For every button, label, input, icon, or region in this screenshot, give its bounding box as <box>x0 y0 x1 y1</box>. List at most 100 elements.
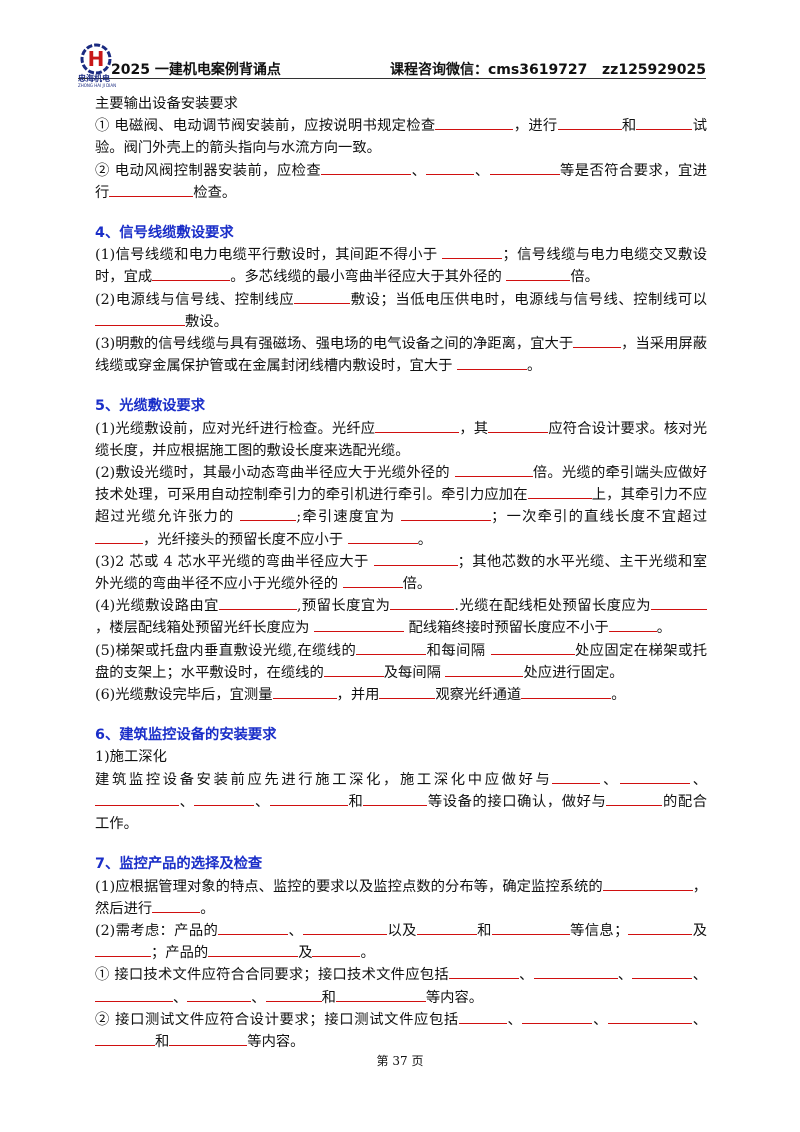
text: 的配合工作。 <box>95 793 708 833</box>
blank-line <box>552 769 601 784</box>
text: (6)光缆敷设完毕后，宜测量 <box>95 687 273 704</box>
blank-line <box>208 942 299 958</box>
blank-line <box>456 355 527 371</box>
blank-line <box>240 506 297 522</box>
blank-line <box>347 529 418 544</box>
text: 、 <box>173 989 188 1006</box>
paragraph: (1)光缆敷设前，应对光纤进行检查。光纤应 ，其 应符合设计要求。核对光缆长度，并应… <box>95 418 707 462</box>
blank-line <box>426 160 475 175</box>
blank-line <box>314 617 404 633</box>
blank-line <box>533 964 618 980</box>
blank-line <box>152 898 201 913</box>
text: ，并用 <box>336 687 380 704</box>
text: (1)光缆敷设前，应对光纤进行检查。光纤应 <box>95 420 376 437</box>
text: ，当采用屏蔽线缆或穿金属保护管或在金属封闭线槽内敷设时，宜大于 <box>95 336 708 375</box>
blank-line <box>442 244 503 260</box>
text: 等信息； <box>569 922 629 939</box>
contact-info: 课程咨询微信：cms3619727 zz125929025 <box>390 62 706 78</box>
text: 。 <box>360 945 375 962</box>
text: (1)信号线缆和电力电缆平行敷设时，其间距不得小于 <box>95 247 443 264</box>
section-heading: 5、光缆敷设要求 <box>95 398 206 415</box>
text: 等内容。 <box>247 1033 305 1050</box>
text: 、 <box>600 771 621 788</box>
blank-line <box>416 920 477 935</box>
blank-line <box>95 987 173 1002</box>
text: ① 接口技术文件应符合合同要求；接口技术文件应包括 <box>95 967 449 984</box>
blank-line <box>522 1009 593 1024</box>
svg-text:H: H <box>88 47 105 71</box>
paragraph: (2)需考虑：产品的、以及和等信息； 及；产品的及。 <box>95 920 707 964</box>
blank-line <box>458 1009 507 1024</box>
text: 。 <box>526 358 542 375</box>
paragraph: (3)2 芯或 4 芯水平光缆的弯曲半径应大于 ；其他芯数的水平光缆、主干光缆和… <box>95 551 707 595</box>
blank-line <box>506 266 571 282</box>
text: ；其他芯数的水平光缆、主干光缆和室外光缆的弯曲半径不应小于光缆外径的 <box>95 553 707 593</box>
blank-line <box>356 640 427 655</box>
text: 主要输出设备安装要求 <box>95 96 238 112</box>
blank-line <box>620 769 691 784</box>
text: 和 <box>476 922 492 939</box>
text: 试验。阀门外壳上的箭头指向与水流方向一致。 <box>95 118 708 157</box>
blank-line <box>321 160 412 175</box>
paragraph: (3)明敷的信号线缆与具有强磁场、强电场的电气设备之间的净距离，宜大于 ，当采用屏… <box>95 333 707 377</box>
blank-line <box>95 791 179 806</box>
blank-line <box>303 920 388 935</box>
blank-line <box>573 333 622 349</box>
text: 等是否符合要求，宜进行 <box>95 162 708 201</box>
blank-line <box>602 876 693 891</box>
blank-line <box>606 791 663 806</box>
text: (2)电源线与信号线、控制线应 <box>95 291 295 308</box>
text: 及 <box>298 945 313 962</box>
logo-subtext: ZHONG HAI JI DIAN <box>78 83 117 88</box>
blank-line <box>218 595 297 611</box>
text: 和 <box>321 989 336 1006</box>
text: 和 <box>155 1033 170 1050</box>
text: 及每间隔 <box>383 664 446 681</box>
blank-line <box>448 964 519 980</box>
text: (2)敷设光缆时，其最小动态弯曲半径应大于光缆外径的 <box>95 465 455 482</box>
blank-line <box>312 942 361 958</box>
blank-line <box>608 617 657 633</box>
text: 敷设；当低电压供电时，电源线与信号线、控制线可以 <box>350 291 707 308</box>
blank-line <box>335 987 426 1002</box>
blank-line <box>454 462 533 478</box>
blank-line <box>557 115 622 131</box>
text: ,预留长度宜为 <box>296 598 391 615</box>
blank-line <box>490 640 575 655</box>
blank-line <box>269 791 348 806</box>
paragraph: 主要输出设备安装要求 <box>95 93 707 115</box>
text: (3)明敷的信号线缆与具有强磁场、强电场的电气设备之间的净距离，宜大于 <box>95 336 574 353</box>
text: (5)梯架或托盘内垂直敷设光缆,在缆线的 <box>95 642 357 659</box>
text: 、 <box>592 1011 609 1028</box>
blank-line <box>218 920 289 935</box>
text: 及 <box>692 922 708 939</box>
text: 、 <box>506 1011 523 1028</box>
paragraph: ① 电磁阀、电动调节阀安装前，应按说明书规定检查 ，进行 和试验。阀门外壳上的箭头指… <box>95 115 707 159</box>
paragraph: (1)应根据管理对象的特点、监控的要求以及监控点数的分布等，确定监控系统的 ，然后… <box>95 876 707 920</box>
text: 、 <box>692 967 708 984</box>
logo-text: 忠海机电 <box>78 74 110 83</box>
blank-line <box>95 942 151 958</box>
text: 上，其牵引力不应超过光缆允许张力的 <box>95 487 708 526</box>
blank-line <box>527 484 592 500</box>
text: 应符合设计要求。核对光缆长度，并应根据施工图的敷设长度来选配光缆。 <box>95 420 708 459</box>
document-title: 2025 一建机电案例背诵点 <box>111 62 281 78</box>
blank-line <box>373 551 458 566</box>
paragraph: ② 电动风阀控制器安装前，应检查 、 、等是否符合要求，宜进行 检查。 <box>95 160 707 204</box>
blank-line <box>265 987 322 1002</box>
text: ，然后进行 <box>95 878 708 917</box>
text: 敷设。 <box>185 313 228 330</box>
text: ;牵引速度宜为 <box>296 509 402 526</box>
text: 、 <box>254 793 270 810</box>
blank-line <box>95 1031 155 1046</box>
blank-line <box>651 595 708 611</box>
blank-line <box>294 289 351 304</box>
paragraph: 建筑监控设备安装前应先进行施工深化，施工深化中应做好与、、、、和等设备的接口确认… <box>95 769 707 836</box>
section-heading: 7、监控产品的选择及检查 <box>95 856 263 873</box>
paragraph: (2)电源线与信号线、控制线应 敷设；当低电压供电时，电源线与信号线、控制线可以敷… <box>95 289 707 333</box>
text: 和 <box>347 793 364 810</box>
page-header: H 忠海机电 ZHONG HAI JI DIAN 2025 一建机电案例背诵点 … <box>78 40 706 88</box>
text: 、 <box>411 162 427 179</box>
paragraph: ① 接口技术文件应符合合同要求；接口技术文件应包括、、、、、和等内容。 <box>95 964 707 1008</box>
text: ① 电磁阀、电动调节阀安装前，应按说明书规定检查 <box>95 118 436 135</box>
